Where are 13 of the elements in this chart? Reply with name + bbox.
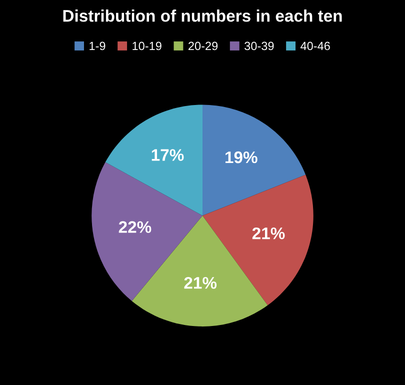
legend-label: 1-9 (90, 42, 106, 50)
pie-slice (202, 104, 306, 216)
data-label: 21% (252, 227, 285, 240)
chart-title: Distribution of numbers in each ten (63, 10, 342, 22)
legend-label: 30-39 (244, 42, 274, 50)
legend-label: 40-46 (300, 42, 330, 50)
legend-label: 10-19 (132, 42, 162, 50)
data-label: 21% (184, 276, 217, 289)
data-label: 19% (226, 151, 258, 164)
data-label: 22% (118, 221, 152, 233)
data-label: 17% (152, 149, 184, 161)
pie-slice (105, 104, 202, 216)
legend-label: 20-29 (188, 42, 218, 50)
